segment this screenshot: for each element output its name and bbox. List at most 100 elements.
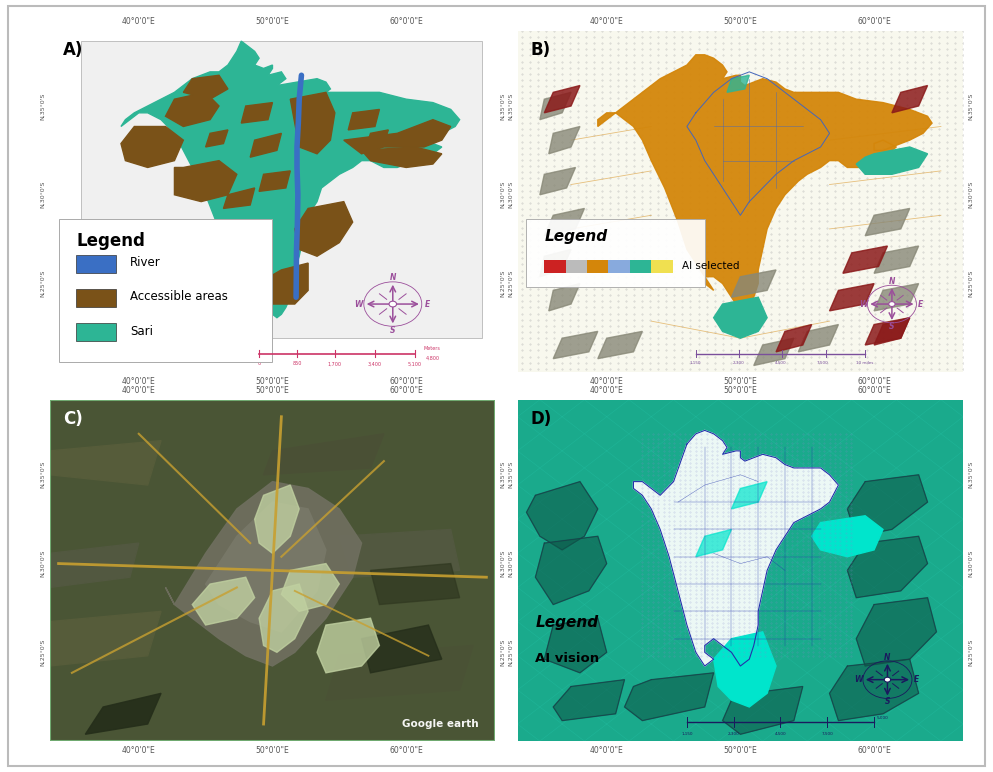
- Text: N,35°0'S: N,35°0'S: [967, 93, 973, 120]
- Polygon shape: [326, 645, 473, 700]
- Polygon shape: [732, 482, 768, 509]
- Polygon shape: [223, 188, 254, 208]
- Text: N,35°0'S: N,35°0'S: [967, 461, 973, 489]
- Text: AI selected: AI selected: [681, 262, 739, 272]
- Polygon shape: [865, 318, 910, 345]
- Polygon shape: [856, 147, 927, 174]
- Text: 50°0'0"E: 50°0'0"E: [724, 747, 758, 755]
- Text: 4,500: 4,500: [775, 732, 786, 736]
- Text: Sari: Sari: [130, 324, 153, 337]
- Polygon shape: [865, 208, 910, 235]
- FancyBboxPatch shape: [651, 259, 672, 273]
- Polygon shape: [540, 168, 576, 195]
- Text: Meters: Meters: [424, 346, 441, 351]
- Text: 0: 0: [257, 361, 261, 367]
- Text: Legend: Legend: [544, 229, 608, 244]
- Text: N,35°0'S: N,35°0'S: [40, 461, 46, 489]
- Polygon shape: [549, 283, 580, 311]
- Polygon shape: [259, 171, 290, 191]
- Text: N,35°0'S: N,35°0'S: [40, 93, 46, 120]
- Polygon shape: [847, 475, 927, 537]
- Text: 60°0'0"E: 60°0'0"E: [389, 378, 423, 387]
- Text: 40°0'0"E: 40°0'0"E: [590, 17, 624, 25]
- Polygon shape: [361, 147, 442, 168]
- Polygon shape: [544, 208, 585, 235]
- Text: C): C): [63, 410, 82, 428]
- Polygon shape: [121, 41, 460, 318]
- Text: 50°0'0"E: 50°0'0"E: [724, 378, 758, 387]
- FancyBboxPatch shape: [80, 41, 482, 338]
- Polygon shape: [281, 564, 340, 611]
- Text: N,30°0'S: N,30°0'S: [499, 181, 504, 208]
- FancyBboxPatch shape: [517, 400, 963, 741]
- Text: E: E: [919, 300, 923, 309]
- Text: W: W: [859, 300, 867, 309]
- Polygon shape: [874, 246, 919, 273]
- Text: D): D): [531, 410, 552, 428]
- FancyBboxPatch shape: [50, 400, 496, 741]
- Polygon shape: [892, 86, 927, 113]
- Text: 40°0'0"E: 40°0'0"E: [590, 378, 624, 387]
- FancyBboxPatch shape: [609, 259, 630, 273]
- Polygon shape: [370, 564, 460, 604]
- Text: B): B): [531, 41, 551, 59]
- Text: N,35°0'S: N,35°0'S: [508, 93, 513, 120]
- FancyBboxPatch shape: [76, 255, 116, 273]
- Text: Legend: Legend: [76, 232, 145, 250]
- Polygon shape: [361, 625, 442, 673]
- Text: 10 miles: 10 miles: [857, 361, 874, 365]
- Polygon shape: [290, 93, 335, 154]
- Polygon shape: [549, 127, 580, 154]
- Polygon shape: [829, 283, 874, 311]
- Polygon shape: [544, 86, 580, 113]
- Text: 5,000: 5,000: [877, 716, 889, 720]
- Text: 40°0'0"E: 40°0'0"E: [122, 747, 156, 755]
- Text: A): A): [63, 41, 83, 59]
- Polygon shape: [295, 201, 353, 256]
- Polygon shape: [696, 530, 732, 557]
- FancyBboxPatch shape: [544, 259, 566, 273]
- Polygon shape: [634, 430, 838, 666]
- Text: 40°0'0"E: 40°0'0"E: [590, 385, 624, 394]
- Polygon shape: [526, 482, 598, 550]
- Polygon shape: [206, 130, 228, 147]
- Polygon shape: [553, 331, 598, 359]
- Polygon shape: [121, 127, 184, 168]
- Polygon shape: [553, 679, 625, 720]
- Text: S: S: [889, 322, 895, 330]
- Circle shape: [884, 677, 891, 682]
- Text: E: E: [424, 300, 430, 309]
- Polygon shape: [166, 482, 361, 666]
- Polygon shape: [50, 543, 139, 587]
- Text: W: W: [854, 676, 863, 684]
- Text: N,30°0'S: N,30°0'S: [40, 550, 46, 577]
- FancyBboxPatch shape: [630, 259, 651, 273]
- Text: N,30°0'S: N,30°0'S: [508, 181, 513, 208]
- Polygon shape: [344, 120, 451, 154]
- Polygon shape: [874, 283, 919, 311]
- Polygon shape: [193, 577, 254, 625]
- Polygon shape: [241, 103, 272, 123]
- Text: N,25°0'S: N,25°0'S: [508, 638, 513, 666]
- Polygon shape: [250, 134, 281, 157]
- Polygon shape: [714, 631, 777, 707]
- Polygon shape: [598, 55, 932, 311]
- Text: N,30°0'S: N,30°0'S: [967, 181, 973, 208]
- Text: 50°0'0"E: 50°0'0"E: [724, 385, 758, 394]
- Text: E: E: [914, 676, 919, 684]
- Text: N,30°0'S: N,30°0'S: [40, 181, 46, 208]
- FancyBboxPatch shape: [59, 218, 272, 362]
- Polygon shape: [317, 618, 379, 673]
- Circle shape: [389, 301, 396, 307]
- Polygon shape: [366, 130, 388, 147]
- Polygon shape: [798, 324, 838, 352]
- Polygon shape: [856, 598, 936, 666]
- Polygon shape: [535, 537, 607, 604]
- Text: 60°0'0"E: 60°0'0"E: [857, 747, 891, 755]
- Polygon shape: [829, 659, 919, 720]
- Text: River: River: [130, 256, 161, 269]
- Text: 2,300: 2,300: [728, 732, 740, 736]
- Polygon shape: [847, 537, 927, 598]
- Text: 50°0'0"E: 50°0'0"E: [255, 385, 289, 394]
- Text: 50°0'0"E: 50°0'0"E: [255, 378, 289, 387]
